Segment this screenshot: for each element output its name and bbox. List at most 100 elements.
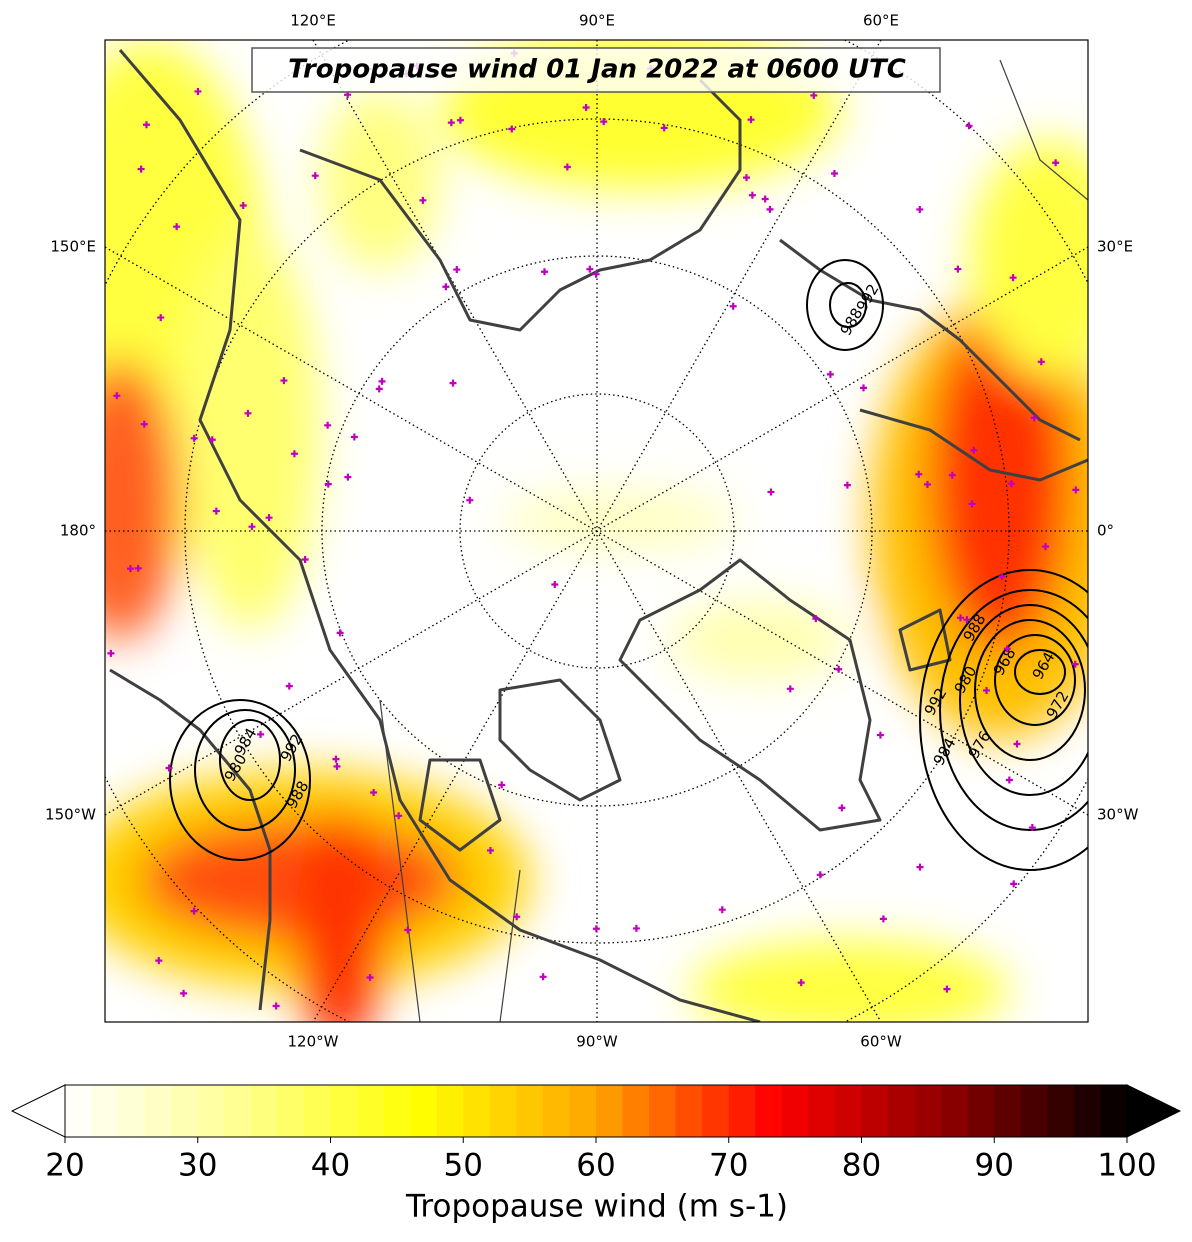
station (563, 163, 571, 171)
station (983, 686, 991, 694)
colorbar-label: Tropopause wind (m s-1) (405, 1189, 788, 1225)
colorbar-tick-label: 40 (311, 1148, 350, 1184)
colorbar-extend (10, 1084, 66, 1138)
station (632, 924, 640, 932)
station (324, 480, 332, 488)
station (350, 433, 358, 441)
station (272, 1002, 280, 1010)
station (1037, 358, 1045, 366)
station (860, 384, 868, 392)
station (107, 649, 115, 657)
station (965, 122, 973, 130)
station (395, 812, 403, 820)
colorbar-segment (888, 1085, 916, 1137)
colorbar-segment (1047, 1085, 1075, 1137)
station (797, 979, 805, 987)
station (173, 223, 181, 231)
lon-label: 30°E (1097, 238, 1133, 256)
colorbar-segment (516, 1085, 544, 1137)
station (592, 270, 600, 278)
station (1030, 414, 1038, 422)
station (137, 165, 145, 173)
title: Tropopause wind 01 Jan 2022 at 0600 UTC (288, 55, 906, 85)
station (592, 925, 600, 933)
colorbar-segment (330, 1085, 358, 1137)
colorbar-segment (277, 1085, 305, 1137)
colorbar-tick-label: 70 (709, 1148, 748, 1184)
station (835, 665, 843, 673)
station (830, 170, 838, 178)
station (541, 268, 549, 276)
station (998, 572, 1006, 580)
lon-label: 90°E (579, 12, 615, 30)
station (113, 392, 121, 400)
map-frame (104, 39, 1089, 1023)
station (378, 377, 386, 385)
station (1072, 486, 1080, 494)
lon-label: 150°W (45, 806, 96, 824)
colorbar-segment (463, 1085, 491, 1137)
colorbar-segment (197, 1085, 225, 1137)
station (812, 615, 820, 623)
lon-label: 0° (1097, 522, 1114, 540)
station (498, 781, 506, 789)
station (761, 195, 769, 203)
lon-label: 120°W (288, 1033, 339, 1051)
station (747, 116, 755, 124)
station (324, 421, 332, 429)
colorbar-segment (224, 1085, 252, 1137)
colorbar-segment (755, 1085, 783, 1137)
station (923, 480, 931, 488)
colorbar-segment (569, 1085, 597, 1137)
station (370, 788, 378, 796)
station (280, 377, 288, 385)
lon-label: 180° (60, 522, 96, 540)
station (486, 846, 494, 854)
colorbar-segment (914, 1085, 942, 1137)
station (810, 91, 818, 99)
station (968, 500, 976, 508)
station (190, 434, 198, 442)
colorbar-segment (967, 1085, 995, 1137)
station (954, 265, 962, 273)
station (1007, 480, 1015, 488)
station (767, 488, 775, 496)
station (404, 926, 412, 934)
station (134, 564, 142, 572)
station (447, 119, 455, 127)
colorbar-segment (941, 1085, 969, 1137)
colorbar-segment (1073, 1085, 1101, 1137)
station (1005, 776, 1013, 784)
station (876, 731, 884, 739)
colorbar-segment (861, 1085, 889, 1137)
colorbar-extend (1126, 1084, 1182, 1138)
station (748, 191, 756, 199)
station (948, 471, 956, 479)
colorbar-segment (65, 1085, 93, 1137)
colorbar-segment (702, 1085, 730, 1137)
colorbar-segment (436, 1085, 464, 1137)
station (239, 201, 247, 209)
station (1003, 645, 1011, 653)
station (336, 629, 344, 637)
station (963, 616, 971, 624)
station (879, 915, 887, 923)
borders (379, 59, 1088, 1022)
station (1013, 740, 1021, 748)
colorbar-segment (91, 1085, 119, 1137)
station (419, 196, 427, 204)
coastlines (109, 49, 1088, 1022)
station (344, 473, 352, 481)
station (1028, 824, 1036, 832)
colorbar-segment (675, 1085, 703, 1137)
station (194, 87, 202, 95)
station (155, 957, 163, 965)
colorbar-segment (622, 1085, 650, 1137)
colorbar-segment (118, 1085, 146, 1137)
station (539, 973, 547, 981)
colorbar-segment (542, 1085, 570, 1137)
colorbar-segment (808, 1085, 836, 1137)
graticule (105, 40, 1088, 1022)
